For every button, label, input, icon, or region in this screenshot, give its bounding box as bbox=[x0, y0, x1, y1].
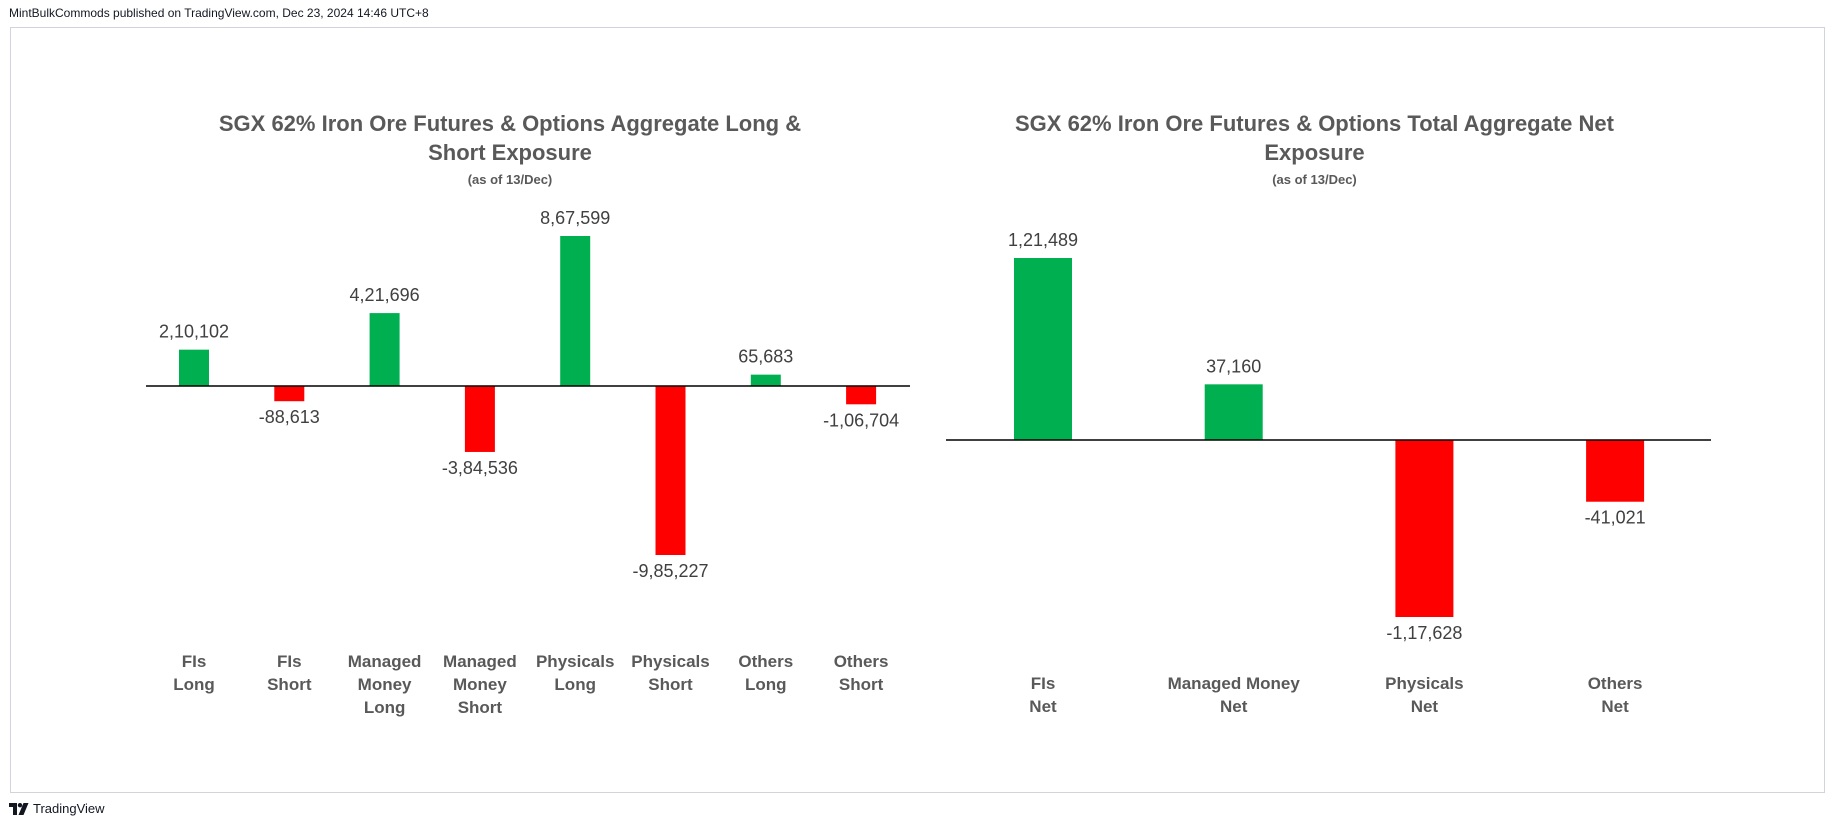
exposure-chart-subtitle: (as of 13/Dec) bbox=[468, 172, 553, 187]
exposure-chart-category-label: Money bbox=[453, 675, 507, 694]
exposure-chart-category-label: Others bbox=[834, 652, 889, 671]
publisher-header: MintBulkCommods published on TradingView… bbox=[9, 6, 429, 20]
exposure-chart-value-label: 65,683 bbox=[738, 347, 793, 367]
tradingview-logo-icon bbox=[9, 802, 29, 815]
net-chart-category-label: Net bbox=[1411, 697, 1439, 716]
net-chart-subtitle: (as of 13/Dec) bbox=[1272, 172, 1357, 187]
exposure-chart-category-label: Managed bbox=[348, 652, 422, 671]
exposure-chart-title-line: Short Exposure bbox=[428, 140, 592, 165]
exposure-chart-bar-7 bbox=[846, 386, 877, 405]
exposure-chart-bar-0 bbox=[179, 349, 209, 386]
net-chart-category-label: Net bbox=[1220, 697, 1248, 716]
exposure-chart-value-label: -88,613 bbox=[259, 407, 320, 427]
net-chart-title-line: SGX 62% Iron Ore Futures & Options Total… bbox=[1015, 111, 1615, 136]
tradingview-brand-text: TradingView bbox=[33, 801, 105, 816]
exposure-chart-category-label: Short bbox=[839, 675, 884, 694]
net-chart-category-label: Managed Money bbox=[1168, 674, 1301, 693]
exposure-chart-bar-4 bbox=[560, 236, 591, 386]
net-chart-bar-1 bbox=[1204, 384, 1263, 440]
net-chart-title-line: Exposure bbox=[1264, 140, 1364, 165]
exposure-chart-category-label: Long bbox=[745, 675, 787, 694]
net-chart-category-label: Net bbox=[1029, 697, 1057, 716]
exposure-chart-category-label: Physicals bbox=[631, 652, 709, 671]
exposure-chart-value-label: 4,21,696 bbox=[350, 285, 420, 305]
exposure-chart-bar-5 bbox=[655, 386, 686, 555]
exposure-chart-category-label: Physicals bbox=[536, 652, 614, 671]
exposure-chart-category-label: FIs bbox=[277, 652, 302, 671]
exposure-chart-title-line: SGX 62% Iron Ore Futures & Options Aggre… bbox=[219, 111, 801, 136]
exposure-chart-bar-3 bbox=[464, 386, 495, 452]
net-chart-value-label: -1,17,628 bbox=[1386, 623, 1462, 643]
net-chart-value-label: -41,021 bbox=[1585, 508, 1646, 528]
net-chart-category-label: Others bbox=[1588, 674, 1643, 693]
exposure-chart-category-label: Long bbox=[173, 675, 215, 694]
exposure-chart-value-label: 8,67,599 bbox=[540, 208, 610, 228]
chart-frame bbox=[10, 27, 1825, 793]
net-chart-bar-3 bbox=[1586, 440, 1645, 502]
exposure-chart-category-label: Long bbox=[364, 698, 406, 717]
exposure-chart-value-label: -3,84,536 bbox=[442, 458, 518, 478]
exposure-chart-bar-6 bbox=[750, 374, 781, 386]
exposure-chart-category-label: Managed bbox=[443, 652, 517, 671]
exposure-chart-category-label: Short bbox=[458, 698, 503, 717]
exposure-chart-category-label: Others bbox=[738, 652, 793, 671]
exposure-chart-category-label: Money bbox=[358, 675, 412, 694]
net-chart-bar-0 bbox=[1014, 258, 1072, 440]
net-chart-value-label: 1,21,489 bbox=[1008, 230, 1078, 250]
exposure-chart-category-label: Short bbox=[267, 675, 312, 694]
exposure-chart-bar-2 bbox=[369, 313, 400, 386]
exposure-chart-value-label: -1,06,704 bbox=[823, 410, 899, 430]
exposure-chart-category-label: FIs bbox=[182, 652, 207, 671]
exposure-chart-category-label: Short bbox=[648, 675, 693, 694]
exposure-chart-bar-1 bbox=[274, 386, 305, 402]
net-chart-category-label: FIs bbox=[1031, 674, 1056, 693]
net-chart-bar-2 bbox=[1395, 440, 1454, 617]
net-chart-category-label: Physicals bbox=[1385, 674, 1463, 693]
exposure-chart-category-label: Long bbox=[554, 675, 596, 694]
exposure-chart-value-label: 2,10,102 bbox=[159, 322, 229, 342]
exposure-chart-value-label: -9,85,227 bbox=[632, 561, 708, 581]
tradingview-footer[interactable]: TradingView bbox=[9, 801, 105, 816]
net-chart-category-label: Net bbox=[1601, 697, 1629, 716]
net-chart-value-label: 37,160 bbox=[1206, 356, 1261, 376]
